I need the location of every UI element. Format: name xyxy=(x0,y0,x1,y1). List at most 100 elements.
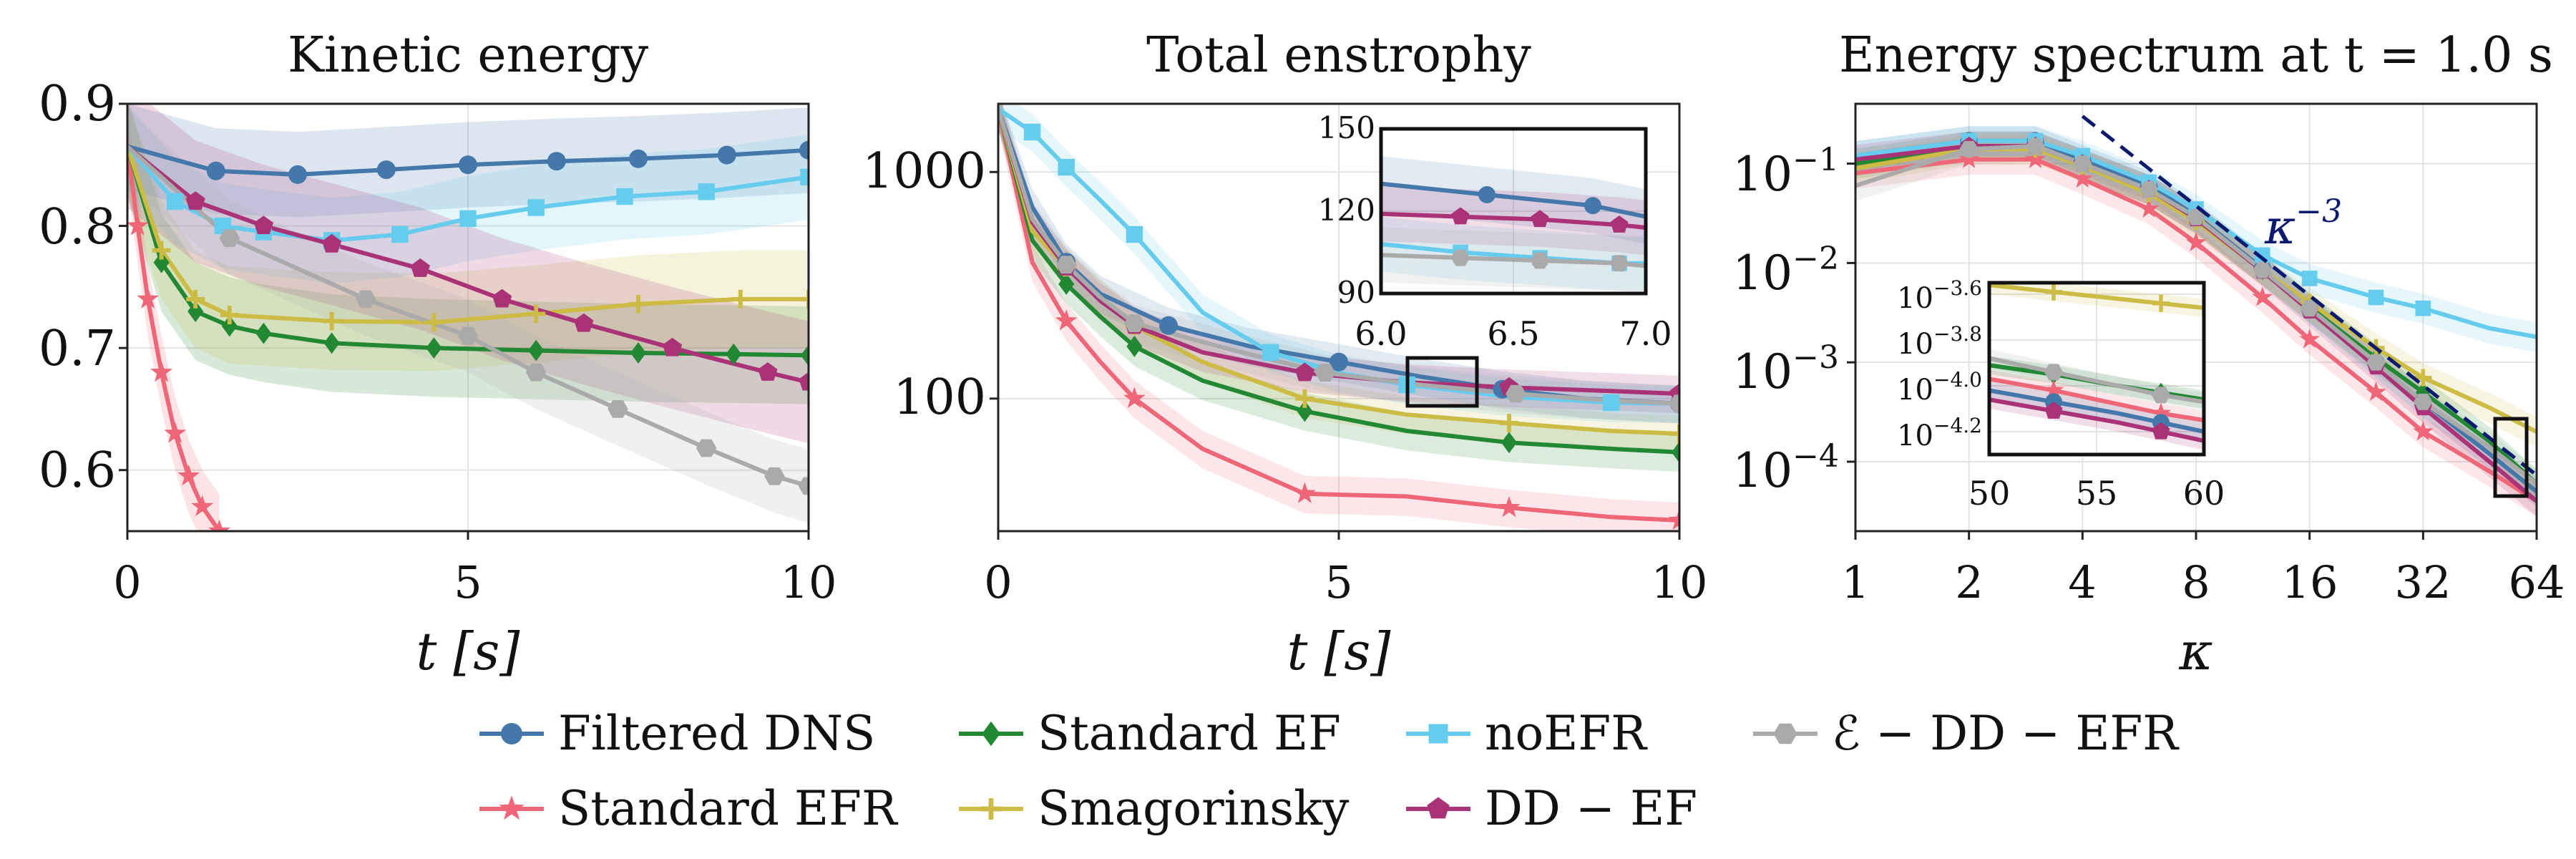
marker-dd-ef xyxy=(799,372,809,391)
marker-e-dd-efr xyxy=(608,400,628,418)
inset-line-e-dd-efr xyxy=(1989,356,2204,404)
marker-dd-ef xyxy=(758,362,778,381)
line-standard-efr xyxy=(998,108,1679,523)
inset-x-tick-label: 50 xyxy=(1968,474,2011,513)
marker-standard-ef xyxy=(1297,400,1313,422)
marker-e-dd-efr xyxy=(2366,354,2386,371)
x-axis-label: κ xyxy=(2178,621,2212,681)
y-tick-label: 100 xyxy=(893,369,986,426)
marker-noefr xyxy=(459,210,477,227)
zoom-region-box xyxy=(2493,417,2529,498)
line-standard-ef xyxy=(998,108,1679,455)
inset-y-tick-label: 10−3.6 xyxy=(1897,276,1982,315)
marker-standard-efr xyxy=(1498,495,1521,518)
marker-standard-ef xyxy=(1671,441,1679,463)
marker-standard-efr xyxy=(150,361,173,382)
reference-exponent: −3 xyxy=(2296,193,2342,230)
marker-standard-ef xyxy=(255,322,272,344)
legend-item-filtered-dns: Filtered DNS xyxy=(479,706,875,761)
inset-frame xyxy=(1379,127,1648,296)
line-filtered-dns xyxy=(998,108,1679,406)
marker-standard-efr xyxy=(2138,198,2160,218)
inset-y-tick-label: 10−4.2 xyxy=(1897,414,1982,452)
series-markers xyxy=(1023,123,1679,530)
x-tick-label: 32 xyxy=(2395,556,2451,608)
marker-e-dd-efr xyxy=(1055,256,1077,274)
y-tick-base: 10 xyxy=(1732,344,1792,399)
legend-marker xyxy=(499,795,525,820)
marker-standard-efr xyxy=(2072,168,2093,188)
marker-standard-efr xyxy=(1293,482,1316,503)
legend-label: Smagorinsky xyxy=(1038,781,1350,836)
marker-standard-ef xyxy=(1126,335,1143,357)
series-markers xyxy=(127,140,809,531)
y-tick-base: 10 xyxy=(1732,246,1792,301)
marker-e-dd-efr xyxy=(764,467,785,485)
marker-smagorinsky xyxy=(186,289,205,309)
y-tick-marks xyxy=(119,102,127,472)
y-tick-marks xyxy=(990,170,998,400)
y-tick-label: 10−4 xyxy=(1732,438,1839,498)
marker-e-dd-efr xyxy=(2253,261,2272,278)
marker-standard-ef xyxy=(1058,273,1075,295)
inset-y-tick-exponent: −4.0 xyxy=(1933,368,1982,392)
y-tick-label: 0.6 xyxy=(39,442,116,499)
inset-marker-standard-efr xyxy=(2043,379,2064,399)
marker-e-dd-efr xyxy=(2073,155,2092,173)
legend-label: Standard EFR xyxy=(558,781,899,836)
marker-standard-efr xyxy=(2025,148,2046,168)
marker-noefr xyxy=(1262,344,1279,361)
line-smagorinsky xyxy=(127,145,809,325)
marker-standard-ef xyxy=(726,343,742,365)
line-dd-ef xyxy=(127,145,809,384)
legend-label: ℰ − DD − EFR xyxy=(1832,706,2180,761)
marker-standard-ef xyxy=(800,344,809,367)
reference-base: κ xyxy=(2264,200,2296,255)
marker-standard-efr xyxy=(164,422,187,443)
marker-dd-ef xyxy=(492,288,512,308)
y-tick-label: 10−2 xyxy=(1732,241,1839,301)
inset-y-tick-label: 90 xyxy=(1337,275,1375,310)
marker-dd-ef xyxy=(322,233,342,253)
inset-line-filtered-dns xyxy=(1381,181,1646,219)
marker-e-dd-efr xyxy=(1314,364,1336,382)
marker-standard-efr xyxy=(2185,232,2207,252)
inset-marker-dd-ef xyxy=(1451,207,1470,225)
inset-marker-dd-ef xyxy=(2152,422,2170,440)
marker-smagorinsky xyxy=(527,304,546,324)
inset-marker-dd-ef xyxy=(2044,402,2063,419)
marker-standard-efr xyxy=(137,287,160,309)
legend-label: Filtered DNS xyxy=(558,706,875,761)
marker-standard-ef xyxy=(528,339,545,361)
x-tick-label: 5 xyxy=(1324,556,1352,608)
marker-standard-ef xyxy=(221,315,238,337)
marker-e-dd-efr xyxy=(525,363,547,382)
marker-filtered-dns xyxy=(288,165,307,184)
marker-standard-efr xyxy=(208,519,230,531)
y-tick-base: 10 xyxy=(1732,147,1792,202)
marker-filtered-dns xyxy=(717,145,736,165)
marker-filtered-dns xyxy=(206,161,225,180)
band-standard-ef xyxy=(127,104,809,404)
reference-slope-label: κ−3 xyxy=(2264,193,2342,255)
inset-marker-filtered-dns xyxy=(1478,186,1496,203)
inset-line-dd-ef xyxy=(1989,397,2204,443)
inset-y-tick-label: 120 xyxy=(1318,193,1375,228)
marker-standard-ef xyxy=(153,251,170,273)
inset-marker-dd-ef xyxy=(1531,210,1549,228)
inset-line-standard-efr xyxy=(1989,377,2204,422)
inset-band-noefr xyxy=(1381,216,1646,291)
panel-title: Kinetic energy xyxy=(288,27,649,84)
legend-marker xyxy=(980,798,1002,820)
marker-noefr xyxy=(2301,271,2318,286)
marker-noefr xyxy=(1126,225,1143,243)
marker-e-dd-efr xyxy=(1506,384,1526,403)
x-tick-marks xyxy=(1854,531,2538,540)
inset-y-tick-label: 10−3.8 xyxy=(1897,322,1982,361)
legend-label: noEFR xyxy=(1485,706,1648,761)
band-dd-ef xyxy=(998,104,1679,414)
marker-standard-efr xyxy=(1123,387,1146,408)
legend-item-standard-ef: Standard EF xyxy=(959,706,1341,761)
y-tick-label: 10−3 xyxy=(1732,339,1839,399)
